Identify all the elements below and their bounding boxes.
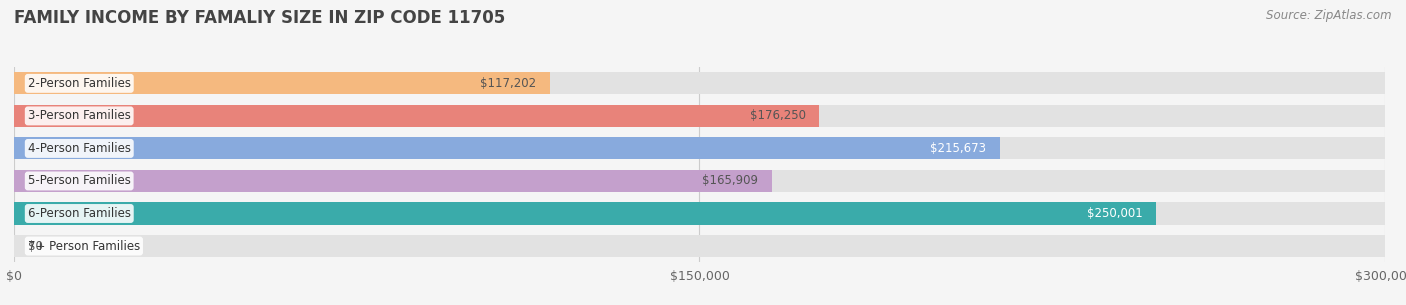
Text: 4-Person Families: 4-Person Families xyxy=(28,142,131,155)
Bar xyxy=(14,170,772,192)
Text: 3-Person Families: 3-Person Families xyxy=(28,109,131,122)
Bar xyxy=(14,105,820,127)
Text: 2-Person Families: 2-Person Families xyxy=(28,77,131,90)
Text: $117,202: $117,202 xyxy=(479,77,536,90)
Bar xyxy=(14,137,1385,160)
Bar xyxy=(14,170,1385,192)
Bar xyxy=(14,105,1385,127)
Text: 6-Person Families: 6-Person Families xyxy=(28,207,131,220)
Text: $250,001: $250,001 xyxy=(1087,207,1143,220)
Bar xyxy=(14,203,1385,224)
Text: 5-Person Families: 5-Person Families xyxy=(28,174,131,188)
Bar xyxy=(14,72,1385,95)
Text: $165,909: $165,909 xyxy=(703,174,758,188)
Text: $215,673: $215,673 xyxy=(929,142,986,155)
Text: Source: ZipAtlas.com: Source: ZipAtlas.com xyxy=(1267,9,1392,22)
Bar xyxy=(14,235,1385,257)
Text: 7+ Person Families: 7+ Person Families xyxy=(28,239,141,253)
Text: $176,250: $176,250 xyxy=(749,109,806,122)
Bar xyxy=(14,72,550,95)
Bar xyxy=(14,203,1157,224)
Bar xyxy=(14,137,1000,160)
Text: $0: $0 xyxy=(28,239,42,253)
Text: FAMILY INCOME BY FAMALIY SIZE IN ZIP CODE 11705: FAMILY INCOME BY FAMALIY SIZE IN ZIP COD… xyxy=(14,9,505,27)
